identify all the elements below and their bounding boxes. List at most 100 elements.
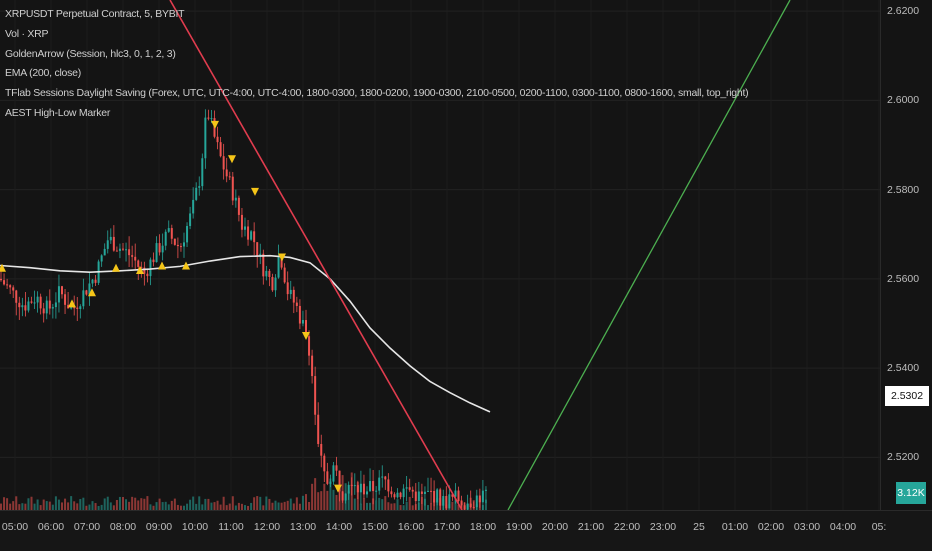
candle-body xyxy=(384,476,387,480)
candle-body xyxy=(237,197,240,215)
legend-tflab-sessions[interactable]: TFlab Sessions Daylight Saving (Forex, U… xyxy=(5,87,749,100)
volume-bar xyxy=(161,502,164,510)
volume-bar xyxy=(134,497,137,510)
volume-bar xyxy=(128,501,131,510)
candle-body xyxy=(216,136,219,143)
volume-bar xyxy=(173,498,176,510)
candle-body xyxy=(161,245,164,253)
legend-aest-marker[interactable]: AEST High-Low Marker xyxy=(5,106,111,119)
candle-body xyxy=(427,490,429,492)
legend-goldenarrow[interactable]: GoldenArrow (Session, hlc3, 0, 1, 2, 3) xyxy=(5,47,176,60)
candle-body xyxy=(305,320,307,337)
volume-bar xyxy=(195,503,198,510)
volume-bar xyxy=(30,496,33,510)
volume-bar xyxy=(250,502,253,510)
volume-bar xyxy=(362,498,365,510)
candle-body xyxy=(134,256,137,261)
candle-body xyxy=(253,231,256,243)
legend-volume[interactable]: Vol · XRP xyxy=(5,27,49,40)
candle-body xyxy=(183,242,185,247)
candle-body xyxy=(256,242,259,257)
volume-badge: 3.12K xyxy=(896,482,926,504)
arrow-up-marker xyxy=(68,299,76,308)
time-tick-label: 12:00 xyxy=(253,521,281,533)
candle-body xyxy=(67,304,70,309)
volume-bar xyxy=(237,502,240,510)
candle-body xyxy=(170,228,173,239)
candle-body xyxy=(390,491,393,495)
volume-bar xyxy=(97,505,100,510)
candle-body xyxy=(387,479,390,492)
volume-bar xyxy=(73,501,76,510)
volume-bar xyxy=(231,496,234,510)
price-axis[interactable]: 2.6200 2.6000 2.5800 2.5600 2.5400 2.5200 2.5… xyxy=(880,0,932,510)
candle-body xyxy=(436,489,439,503)
volume-bar xyxy=(240,503,243,510)
volume-bar xyxy=(149,504,152,510)
volume-bar xyxy=(106,496,109,510)
candle-body xyxy=(64,294,67,305)
time-axis[interactable]: 05:00 06:00 07:00 08:00 09:00 10:00 11:00 12:00… xyxy=(0,510,932,551)
candle-body xyxy=(308,336,311,356)
volume-bar xyxy=(390,503,393,510)
candle-body xyxy=(48,300,51,309)
candle-body xyxy=(9,285,12,288)
volume-bar xyxy=(234,505,237,510)
candle-body xyxy=(30,301,33,303)
candle-body xyxy=(420,491,423,494)
candle-body xyxy=(469,503,472,508)
candle-body xyxy=(247,226,250,240)
red-trendline xyxy=(169,0,463,510)
candle-body xyxy=(472,507,475,509)
time-tick-label: 05:00 xyxy=(1,521,29,533)
volume-bar xyxy=(430,503,433,510)
green-trendline xyxy=(507,0,791,510)
candle-body xyxy=(201,158,204,187)
candle-body xyxy=(140,266,143,268)
arrow-down-marker xyxy=(278,253,286,262)
volume-bar xyxy=(122,497,124,510)
candle-body xyxy=(466,503,469,510)
candle-body xyxy=(204,117,207,159)
volume-bar xyxy=(283,501,286,510)
volume-bar xyxy=(24,503,27,510)
candle-body xyxy=(125,249,128,251)
volume-bar xyxy=(399,505,402,510)
candle-body xyxy=(262,253,265,277)
candle-body xyxy=(207,117,210,119)
candle-body xyxy=(176,244,179,247)
candle-body xyxy=(12,287,15,291)
candle-body xyxy=(198,186,201,188)
candle-body xyxy=(76,307,79,309)
legend-symbol[interactable]: XRPUSDT Perpetual Contract, 5, BYBIT xyxy=(5,8,185,20)
volume-bar xyxy=(222,496,225,510)
candle-body xyxy=(122,248,124,250)
volume-bar xyxy=(301,495,304,510)
candle-body xyxy=(271,276,274,291)
candle-body xyxy=(359,483,362,493)
time-tick-label: 09:00 xyxy=(145,521,173,533)
volume-bar xyxy=(210,502,213,510)
volume-bar xyxy=(323,483,326,510)
candle-body xyxy=(24,305,27,311)
candle-body xyxy=(353,485,356,487)
candle-body xyxy=(195,187,198,200)
candle-body xyxy=(484,489,487,491)
volume-bar xyxy=(21,503,24,510)
volume-bar xyxy=(247,505,250,510)
price-chart[interactable] xyxy=(0,0,880,510)
candle-body xyxy=(423,491,426,494)
candle-body xyxy=(451,494,454,497)
candle-body xyxy=(442,496,445,506)
candle-body xyxy=(295,302,298,306)
volume-bar xyxy=(317,492,320,510)
volume-bar xyxy=(366,502,368,510)
time-tick-label: 06:00 xyxy=(37,521,65,533)
volume-bar xyxy=(3,497,6,510)
volume-bar xyxy=(332,489,335,510)
volume-bar xyxy=(12,501,15,510)
legend-ema[interactable]: EMA (200, close) xyxy=(5,67,81,80)
volume-bar xyxy=(329,478,332,510)
chart-pane[interactable]: XRPUSDT Perpetual Contract, 5, BYBIT Vol… xyxy=(0,0,880,510)
time-tick-label: 05: xyxy=(871,521,887,533)
